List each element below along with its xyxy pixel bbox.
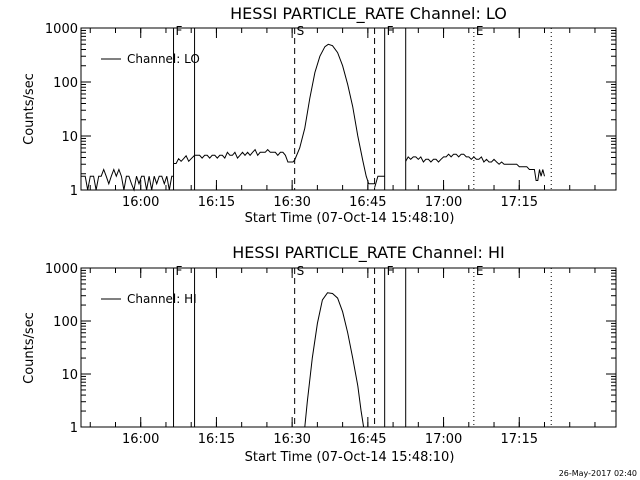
y-tick-label: 1000 bbox=[45, 22, 78, 37]
y-tick-label: 1000 bbox=[45, 262, 78, 277]
x-tick-label: 16:30 bbox=[273, 432, 310, 447]
y-tick-label: 10 bbox=[61, 368, 78, 383]
plot-frame bbox=[80, 267, 617, 428]
series-line bbox=[81, 168, 174, 192]
x-tick-label: 16:15 bbox=[198, 195, 235, 210]
x-tick-label: 17:15 bbox=[501, 195, 538, 210]
legend-label: Channel: LO bbox=[127, 52, 200, 66]
chart-panel-lo: HESSI PARTICLE_RATE Channel: LO Counts/se… bbox=[22, 4, 617, 226]
event-marker-label: F bbox=[176, 264, 183, 278]
x-tick-label: 16:00 bbox=[122, 195, 159, 210]
legend-label: Channel: HI bbox=[127, 292, 197, 306]
y-axis-label: Counts/sec bbox=[22, 73, 37, 145]
x-tick-label: 17:15 bbox=[501, 432, 538, 447]
series-line bbox=[374, 175, 385, 188]
y-axis-label: Counts/sec bbox=[22, 312, 37, 384]
x-axis-label: Start Time (07-Oct-14 15:48:10) bbox=[245, 450, 455, 465]
x-axis-label: Start Time (07-Oct-14 15:48:10) bbox=[245, 211, 455, 226]
event-marker-label: F bbox=[387, 264, 394, 278]
x-tick-label: 16:45 bbox=[349, 195, 386, 210]
chart-panel-hi: HESSI PARTICLE_RATE Channel: HI Counts/se… bbox=[22, 243, 617, 465]
series-line bbox=[294, 43, 375, 185]
event-marker-label: F bbox=[387, 24, 394, 38]
x-tick-label: 17:00 bbox=[425, 195, 462, 210]
y-tick-label: 10 bbox=[61, 130, 78, 145]
series-line bbox=[304, 292, 365, 428]
chart-title: HESSI PARTICLE_RATE Channel: HI bbox=[232, 243, 505, 263]
plot-frame bbox=[80, 27, 617, 191]
footer-timestamp: 26-May-2017 02:40 bbox=[559, 469, 637, 478]
x-tick-label: 17:00 bbox=[425, 432, 462, 447]
event-marker-label: F bbox=[176, 24, 183, 38]
y-tick-label: 1 bbox=[70, 184, 78, 199]
event-marker-label: E bbox=[476, 264, 484, 278]
y-tick-label: 1 bbox=[70, 421, 78, 436]
y-tick-label: 100 bbox=[53, 76, 78, 91]
event-marker-label: S bbox=[297, 24, 305, 38]
event-marker-label: S bbox=[297, 264, 305, 278]
event-marker-label: E bbox=[476, 24, 484, 38]
x-tick-label: 16:15 bbox=[198, 432, 235, 447]
series-line bbox=[173, 148, 296, 164]
chart-title: HESSI PARTICLE_RATE Channel: LO bbox=[230, 4, 507, 24]
x-tick-label: 16:45 bbox=[349, 432, 386, 447]
x-tick-label: 16:00 bbox=[122, 432, 159, 447]
series-line bbox=[405, 153, 545, 181]
y-tick-label: 100 bbox=[53, 315, 78, 330]
x-tick-label: 16:30 bbox=[273, 195, 310, 210]
